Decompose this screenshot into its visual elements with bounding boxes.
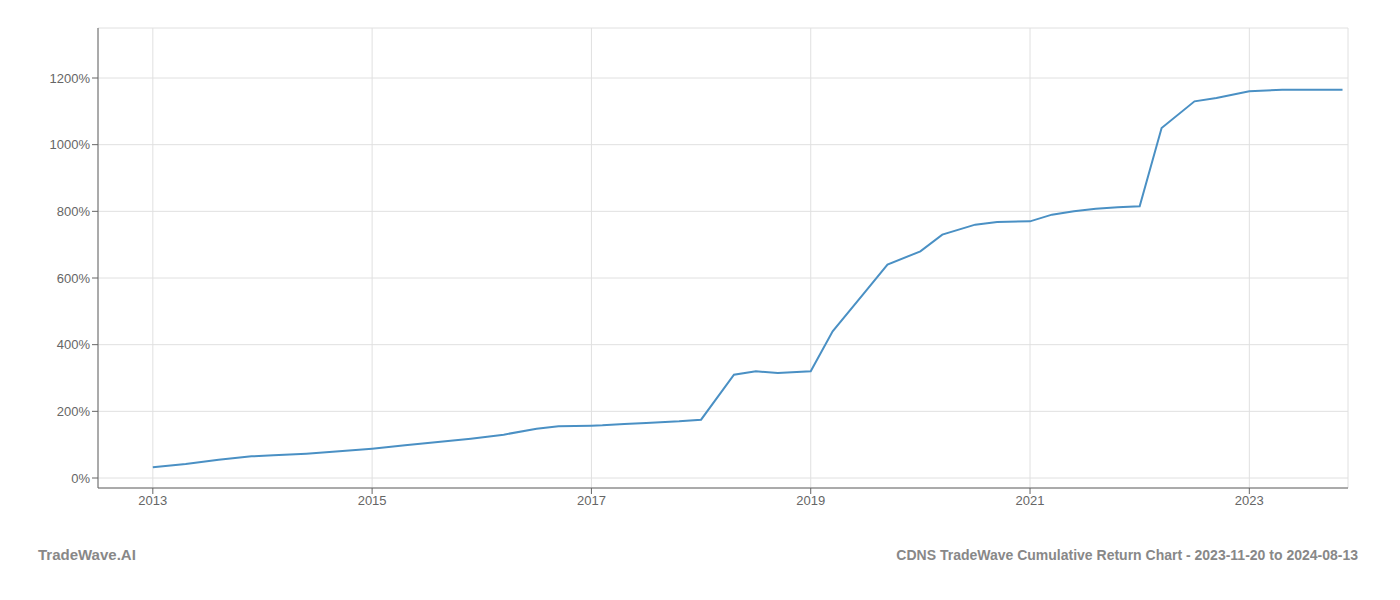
svg-text:200%: 200% xyxy=(57,404,91,419)
html-text:TradeWave.AI: TradeWave.AI xyxy=(38,546,136,563)
svg-text:2015: 2015 xyxy=(358,493,387,508)
html-text:CDNS TradeWave Cumulative Retu: CDNS TradeWave Cumulative Return Chart -… xyxy=(896,546,1358,563)
svg-text:1200%: 1200% xyxy=(50,71,91,86)
svg-text:800%: 800% xyxy=(57,204,91,219)
svg-text:2023: 2023 xyxy=(1235,493,1264,508)
svg-text:2019: 2019 xyxy=(796,493,825,508)
svg-text:0%: 0% xyxy=(71,471,90,486)
svg-text:1000%: 1000% xyxy=(50,137,91,152)
svg-text:2021: 2021 xyxy=(1016,493,1045,508)
svg-text:2017: 2017 xyxy=(577,493,606,508)
svg-text:2013: 2013 xyxy=(138,493,167,508)
svg-text:600%: 600% xyxy=(57,271,91,286)
svg-text:400%: 400% xyxy=(57,337,91,352)
